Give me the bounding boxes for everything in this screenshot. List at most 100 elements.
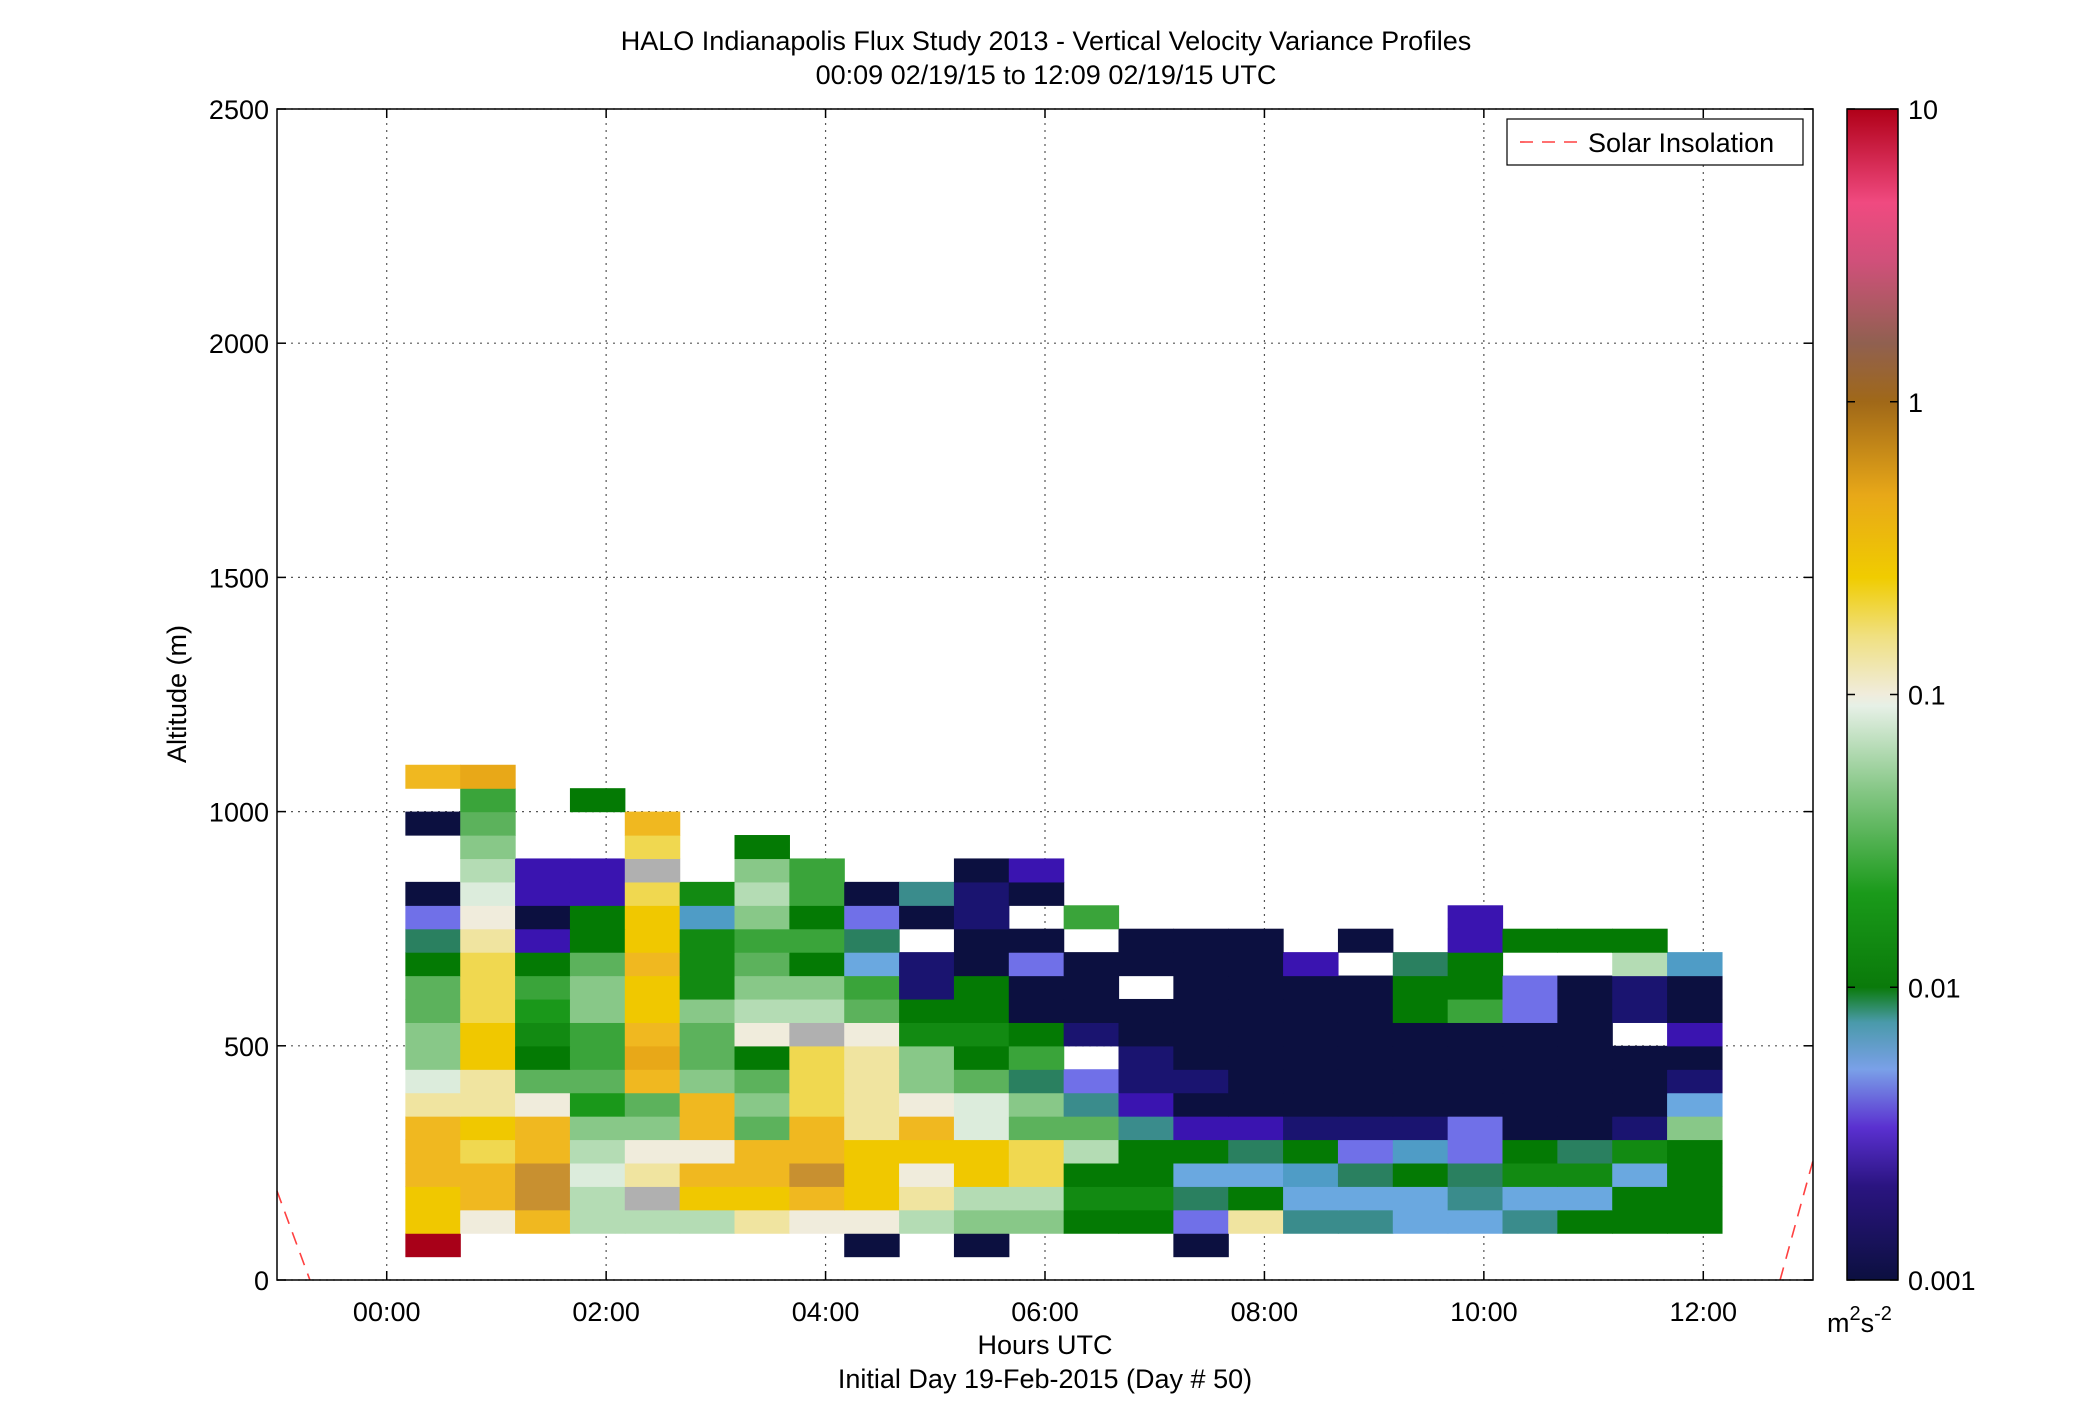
heatmap-cell xyxy=(1557,1116,1613,1141)
heatmap-cell xyxy=(1612,1069,1668,1094)
heatmap-cell xyxy=(734,858,790,883)
heatmap-cell xyxy=(953,928,1010,953)
heatmap-cell xyxy=(405,1116,461,1141)
heatmap-cell xyxy=(789,998,845,1023)
heatmap-cell xyxy=(1502,1092,1558,1117)
heatmap-cell xyxy=(844,1045,900,1070)
heatmap-cell xyxy=(844,1233,900,1258)
heatmap-cell xyxy=(405,881,461,906)
x-tick-label: 12:00 xyxy=(1669,1297,1737,1327)
colorbar-unit-sup1: 2 xyxy=(1850,1303,1861,1325)
heatmap-cell xyxy=(1557,1209,1613,1234)
heatmap-cell xyxy=(1337,975,1394,1000)
heatmap-cell xyxy=(1118,1116,1174,1141)
heatmap-cell xyxy=(1337,1022,1394,1047)
heatmap-cell xyxy=(953,1209,1010,1234)
heatmap-cell xyxy=(405,1186,461,1211)
heatmap-cell xyxy=(569,881,626,906)
heatmap-cell xyxy=(460,1162,516,1187)
heatmap-cell xyxy=(569,1045,626,1070)
y-axis-ticks: 0 500 1000 1500 2000 2500 xyxy=(209,95,1813,1296)
heatmap-cell xyxy=(460,1186,516,1211)
heatmap-cell xyxy=(460,952,516,977)
heatmap-cell xyxy=(1118,952,1174,977)
heatmap-cell xyxy=(1283,1139,1339,1164)
heatmap-cell xyxy=(1667,998,1723,1023)
colorbar-tick-label: 0.001 xyxy=(1908,1266,1976,1296)
heatmap-cell xyxy=(1173,975,1229,1000)
heatmap-cell xyxy=(899,1069,955,1094)
heatmap-cell xyxy=(1667,952,1723,977)
heatmap-cell xyxy=(734,975,790,1000)
legend-box xyxy=(1506,118,1804,166)
colorbar-unit-sup2: -2 xyxy=(1874,1303,1892,1325)
heatmap-cell xyxy=(1173,952,1229,977)
heatmap-cell xyxy=(1612,1162,1668,1187)
heatmap-cell xyxy=(1283,952,1339,977)
colorbar-tick-label: 10 xyxy=(1908,95,1938,125)
heatmap-cell xyxy=(789,1162,845,1187)
heatmap-cell xyxy=(460,905,516,930)
heatmap-cell xyxy=(624,998,681,1023)
y-tick-label: 0 xyxy=(254,1266,269,1296)
heatmap-cell xyxy=(1667,1022,1723,1047)
heatmap-cell xyxy=(1447,1209,1504,1234)
heatmap-cell xyxy=(1118,1045,1174,1070)
heatmap-cell xyxy=(679,998,736,1023)
heatmap-cell xyxy=(789,928,845,953)
heatmap-cell xyxy=(624,1092,681,1117)
heatmap-cell xyxy=(1008,1209,1065,1234)
heatmap-cell xyxy=(1063,1092,1120,1117)
y-tick-label: 500 xyxy=(224,1032,269,1062)
heatmap-cell xyxy=(734,1092,790,1117)
heatmap-cell xyxy=(1612,1209,1668,1234)
heatmap-cell xyxy=(569,928,626,953)
heatmap-cell xyxy=(1173,1045,1229,1070)
heatmap-cell xyxy=(1667,1069,1723,1094)
heatmap-cell xyxy=(789,1022,845,1047)
heatmap-cell xyxy=(1118,1186,1174,1211)
heatmap-cell xyxy=(734,998,790,1023)
heatmap-cell xyxy=(515,1116,571,1141)
heatmap-cell xyxy=(624,1022,681,1047)
heatmap-cell xyxy=(624,811,681,836)
heatmap-cell xyxy=(515,952,571,977)
heatmap-cell xyxy=(1447,928,1504,953)
heatmap-cell xyxy=(734,1069,790,1094)
heatmap-cell xyxy=(1337,1162,1394,1187)
heatmap-cell xyxy=(515,881,571,906)
heatmap-cell xyxy=(679,1186,736,1211)
heatmap-cell xyxy=(1447,1092,1504,1117)
heatmap-cell xyxy=(569,788,626,813)
heatmap-cell xyxy=(1447,1045,1504,1070)
heatmap-cell xyxy=(460,998,516,1023)
colorbar-unit: m2s-2 xyxy=(1827,1303,1892,1338)
heatmap-cell xyxy=(844,905,900,930)
heatmap-cell xyxy=(569,1139,626,1164)
heatmap-cell xyxy=(569,952,626,977)
heatmap-cell xyxy=(460,881,516,906)
heatmap-cell xyxy=(679,1139,736,1164)
heatmap-cell xyxy=(1228,1139,1284,1164)
heatmap-cell xyxy=(1283,998,1339,1023)
heatmap-cell xyxy=(1667,1186,1723,1211)
heatmap-cell xyxy=(844,1139,900,1164)
heatmap-cell xyxy=(679,905,736,930)
heatmap-cell xyxy=(515,1209,571,1234)
heatmap-cell xyxy=(1228,1209,1284,1234)
heatmap-cell xyxy=(569,858,626,883)
heatmap-cell xyxy=(405,975,461,1000)
x-tick-label: 10:00 xyxy=(1450,1297,1518,1327)
heatmap-cell xyxy=(679,928,736,953)
heatmap-cell xyxy=(1502,1162,1558,1187)
heatmap-cell xyxy=(460,1069,516,1094)
heatmap-cell xyxy=(405,1139,461,1164)
heatmap-cell xyxy=(405,1045,461,1070)
x-tick-label: 00:00 xyxy=(353,1297,421,1327)
heatmap-cell xyxy=(515,928,571,953)
heatmap-cell xyxy=(899,1045,955,1070)
heatmap-cell xyxy=(1667,1092,1723,1117)
heatmap-cell xyxy=(1063,1116,1120,1141)
heatmap-cell xyxy=(624,952,681,977)
